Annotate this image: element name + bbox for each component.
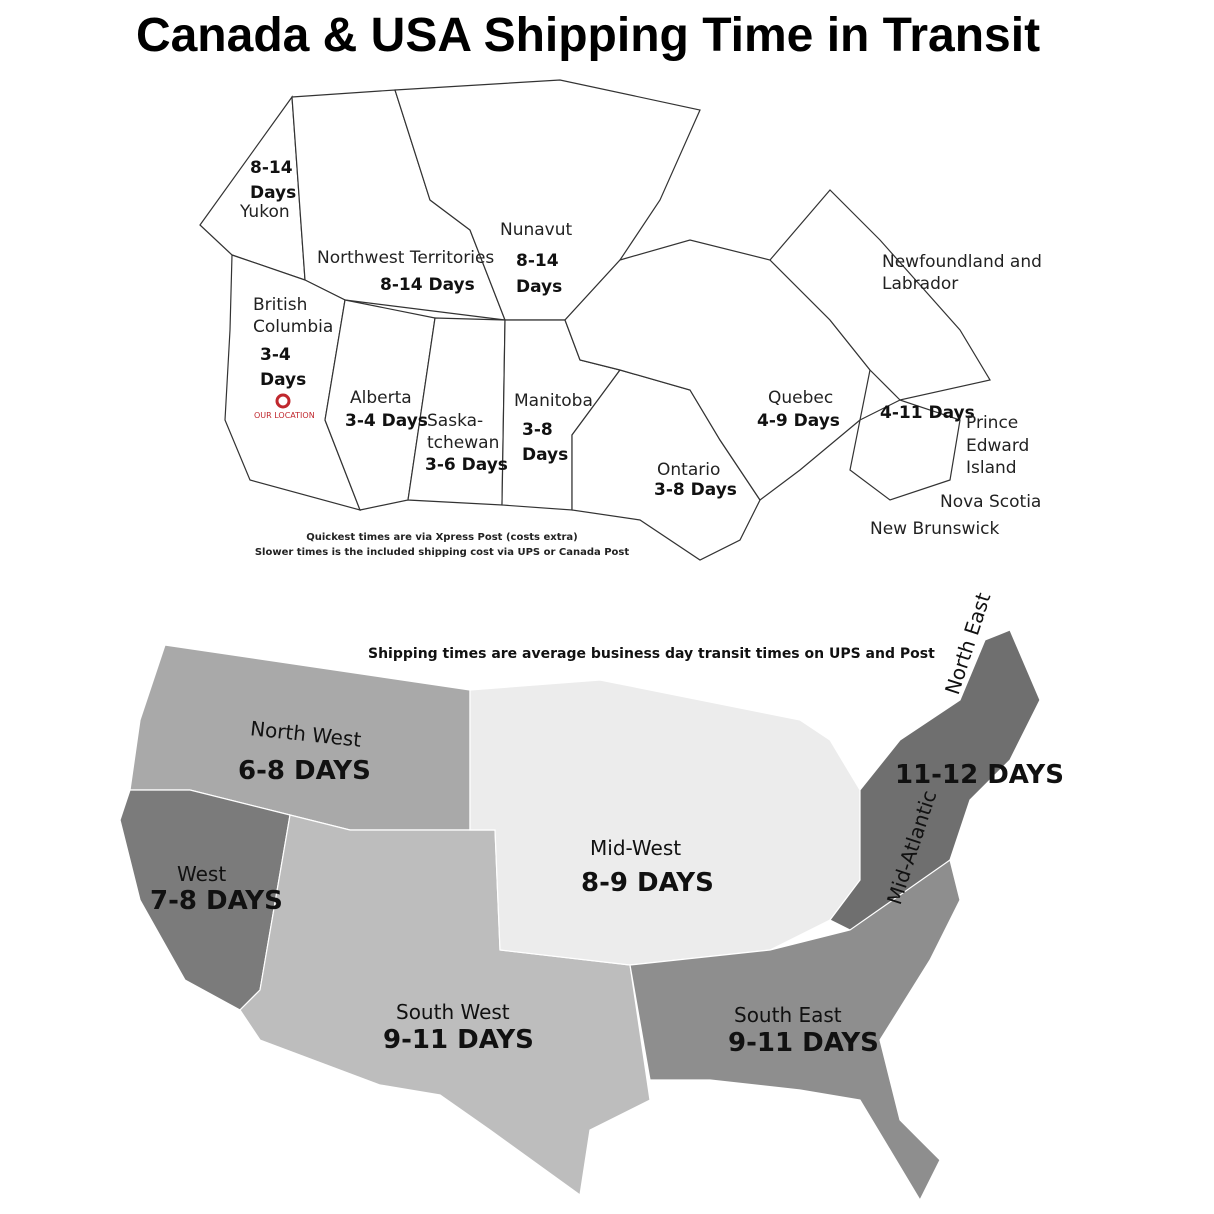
nunavut-days-unit: Days [516,277,563,297]
manitoba-label: Manitoba [514,391,593,411]
nfl-label-2: Labrador [882,274,959,294]
nwt-label: Northwest Territories [317,248,495,268]
west-label: West [177,862,227,886]
ontario-label: Ontario [657,460,721,480]
sask-label-2: tchewan [427,433,500,453]
usa-north-east [829,629,1041,931]
our-location-marker [275,393,291,409]
quebec-label: Quebec [768,388,834,408]
north-east-days: 11-12 DAYS [895,760,1064,790]
canada-note-2: Slower times is the included shipping co… [254,547,630,558]
canada-labrador [769,189,991,401]
nwt-days: 8-14 Days [380,275,475,295]
canada-note-1: Quickest times are via Xpress Post (cost… [306,532,578,543]
nunavut-days: 8-14 [516,251,559,271]
manitoba-days: 3-8 [522,420,553,440]
south-west-days: 9-11 DAYS [383,1025,534,1055]
nfl-label-1: Newfoundland and [882,252,1042,272]
mid-west-days: 8-9 DAYS [581,868,714,898]
sask-days: 3-6 Days [425,455,508,475]
nova-scotia-label: Nova Scotia [940,492,1042,512]
maritimes-days: 4-11 Days [880,403,975,423]
page-title: Canada & USA Shipping Time in Transit [135,9,1041,62]
usa-map [119,629,1041,1202]
yukon-label: Yukon [240,202,290,222]
ontario-days: 3-8 Days [654,480,737,500]
usa-note: Shipping times are average business day … [368,646,935,662]
sask-label-1: Saska- [427,411,484,431]
our-location-label: OUR LOCATION [254,411,315,420]
bc-label-1: British [253,295,308,315]
quebec-days: 4-9 Days [757,411,840,431]
usa-mid-west [469,679,861,966]
new-brunswick-label: New Brunswick [870,519,1000,539]
bc-days-unit: Days [260,370,307,390]
alberta-label: Alberta [350,388,412,408]
canada-map [199,79,991,561]
canada-alberta [324,299,436,511]
yukon-days-unit: Days [250,183,297,203]
usa-south-east [629,859,961,1202]
south-west-label: South West [396,1000,510,1024]
manitoba-days-unit: Days [522,445,569,465]
pei-label-1: Prince [966,413,1019,433]
bc-label-2: Columbia [253,317,334,337]
south-east-label: South East [734,1003,842,1027]
pei-label-2: Edward [966,436,1030,456]
alberta-days: 3-4 Days [345,411,428,431]
mid-west-label: Mid-West [590,836,682,860]
yukon-days: 8-14 [250,158,293,178]
bc-days: 3-4 [260,345,291,365]
south-east-days: 9-11 DAYS [728,1028,879,1058]
canada-maritimes [849,399,961,501]
north-west-days: 6-8 DAYS [238,756,371,786]
pei-label-3: Island [966,458,1017,478]
nunavut-label: Nunavut [500,220,573,240]
west-days: 7-8 DAYS [150,886,283,916]
